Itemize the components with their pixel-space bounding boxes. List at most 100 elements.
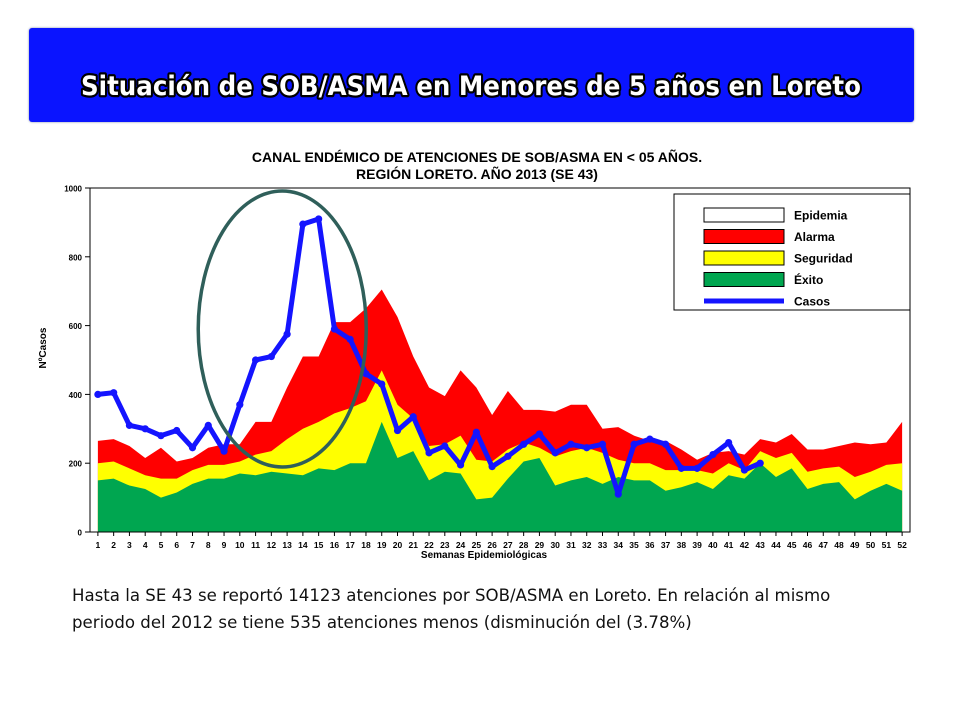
- casos-point: [299, 220, 307, 228]
- y-axis-label: NºCasos: [38, 327, 49, 368]
- x-tick-label: 39: [692, 540, 702, 550]
- casos-point: [725, 438, 733, 447]
- legend-swatch-alarma: [703, 229, 785, 244]
- casos-point: [173, 426, 181, 435]
- summary-caption: Hasta la SE 43 se reportó 14123 atencion…: [72, 582, 932, 636]
- casos-point: [409, 413, 417, 421]
- casos-point: [677, 464, 685, 472]
- casos-point: [393, 426, 402, 435]
- legend-label-alarma: Alarma: [794, 230, 835, 244]
- x-tick-label: 29: [535, 540, 545, 550]
- x-tick-label: 6: [174, 540, 179, 550]
- legend-swatch-exito: [703, 272, 785, 287]
- x-tick-label: 10: [235, 540, 245, 550]
- y-tick-label: 200: [69, 460, 83, 469]
- slide-title: Situación de SOB/ASMA en Menores de 5 añ…: [81, 71, 861, 102]
- x-tick-label: 32: [582, 540, 592, 550]
- casos-point: [236, 401, 244, 409]
- x-tick-label: 44: [771, 540, 781, 550]
- x-tick-label: 4: [143, 540, 148, 550]
- x-tick-label: 3: [127, 540, 132, 550]
- legend-label-epidemia: Epidemia: [794, 209, 848, 223]
- area-exito: [97, 421, 903, 532]
- y-tick-label: 400: [69, 391, 83, 400]
- x-tick-label: 40: [708, 540, 718, 550]
- x-tick-label: 26: [487, 540, 497, 550]
- casos-point: [188, 444, 197, 452]
- casos-point: [551, 449, 559, 457]
- casos-point: [330, 325, 339, 333]
- x-tick-label: 9: [222, 540, 227, 550]
- endemic-channel-chart: CANAL ENDÉMICO DE ATENCIONES DE SOB/ASMA…: [38, 148, 911, 561]
- highlight-ellipse: [196, 189, 368, 469]
- casos-point: [157, 432, 165, 440]
- casos-point: [598, 440, 607, 448]
- x-tick-label: 37: [661, 540, 671, 550]
- x-tick-label: 50: [866, 540, 876, 550]
- x-tick-label: 24: [456, 540, 466, 550]
- y-tick-label: 600: [69, 322, 83, 331]
- casos-point: [693, 464, 701, 472]
- casos-point: [425, 449, 433, 457]
- x-tick-label: 25: [472, 540, 482, 550]
- x-tick-label: 1: [96, 540, 101, 550]
- x-tick-label: 41: [724, 540, 734, 550]
- casos-point: [110, 389, 118, 397]
- casos-point: [567, 440, 575, 448]
- x-tick-label: 14: [298, 540, 308, 550]
- casos-point: [441, 442, 449, 450]
- casos-point: [125, 421, 134, 429]
- casos-point: [346, 335, 354, 343]
- casos-point: [520, 440, 528, 448]
- casos-point: [583, 444, 591, 452]
- x-tick-label: 11: [251, 540, 260, 550]
- casos-point: [220, 447, 228, 455]
- casos-point: [472, 428, 480, 436]
- casos-point: [141, 425, 149, 433]
- chart-title-line1: CANAL ENDÉMICO DE ATENCIONES DE SOB/ASMA…: [252, 148, 702, 165]
- x-tick-label: 34: [614, 540, 624, 550]
- casos-point: [362, 370, 370, 378]
- x-tick-label: 35: [629, 540, 639, 550]
- legend-swatch-epidemia: [703, 207, 785, 223]
- x-axis-label: Semanas Epidemiológicas: [421, 550, 548, 561]
- casos-point: [488, 463, 496, 471]
- casos-point: [251, 356, 260, 364]
- x-tick-label: 8: [206, 540, 211, 550]
- x-tick-label: 13: [282, 540, 292, 550]
- x-tick-label: 12: [267, 540, 277, 550]
- casos-point: [283, 330, 291, 338]
- x-tick-label: 28: [519, 540, 529, 550]
- casos-point: [456, 461, 465, 469]
- x-tick-label: 48: [834, 540, 844, 550]
- x-tick-label: 43: [755, 540, 765, 550]
- casos-point: [646, 435, 654, 443]
- x-tick-label: 49: [850, 540, 860, 550]
- x-tick-label: 47: [819, 540, 829, 550]
- x-tick-label: 5: [159, 540, 164, 550]
- x-tick-label: 20: [393, 540, 403, 550]
- x-tick-label: 36: [645, 540, 655, 550]
- x-tick-label: 17: [345, 540, 355, 550]
- x-tick-label: 27: [503, 540, 513, 550]
- plot-frame: [89, 187, 911, 533]
- casos-point: [740, 466, 749, 474]
- x-tick-label: 45: [787, 540, 797, 550]
- x-tick-label: 51: [882, 540, 892, 550]
- chart-legend: Epidemia Alarma Seguridad Éxito Casos: [673, 193, 911, 311]
- x-tick-label: 7: [190, 540, 195, 550]
- casos-point: [535, 430, 544, 438]
- x-tick-label: 18: [361, 540, 371, 550]
- casos-point: [756, 459, 764, 467]
- legend-label-exito: Éxito: [794, 272, 823, 287]
- casos-point: [709, 451, 717, 459]
- y-tick-label: 1000: [64, 185, 82, 194]
- caption-line-1: Hasta la SE 43 se reportó 14123 atencion…: [72, 586, 831, 605]
- casos-point: [94, 390, 102, 398]
- y-tick-label: 0: [78, 529, 83, 538]
- x-tick-label: 21: [409, 540, 419, 550]
- casos-point: [204, 421, 212, 429]
- x-tick-label: 22: [424, 540, 434, 550]
- x-tick-label: 19: [377, 540, 387, 550]
- casos-point: [614, 490, 622, 498]
